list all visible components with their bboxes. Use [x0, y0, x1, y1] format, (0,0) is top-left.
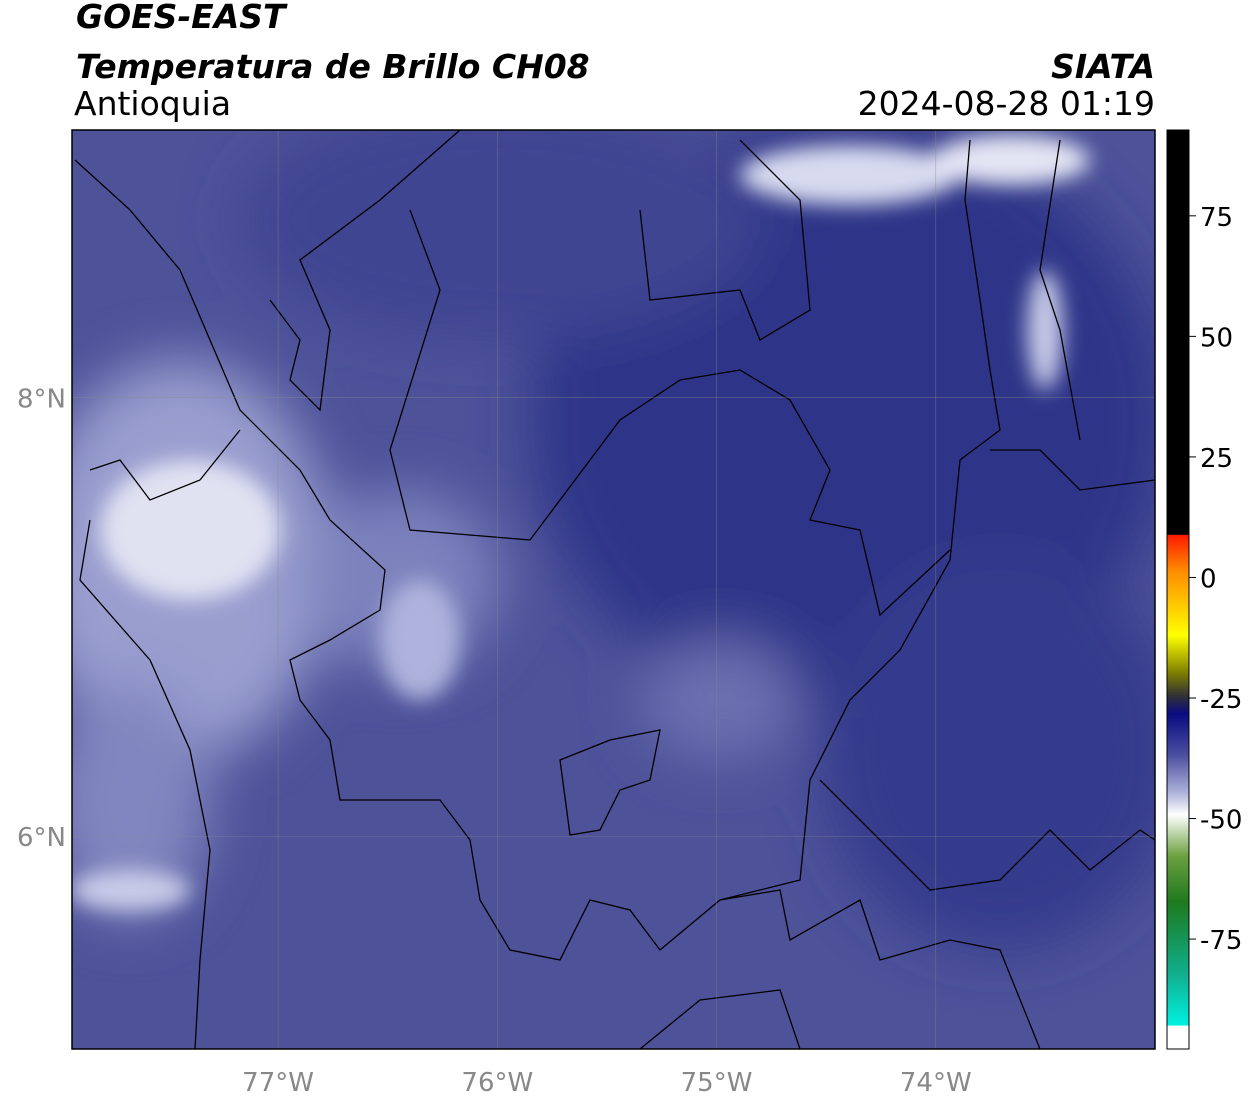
colorbar-label: 0: [1200, 564, 1217, 594]
colorbar: [1166, 129, 1190, 1050]
lon-label: 75°W: [681, 1068, 753, 1098]
lat-label: 8°N: [17, 385, 66, 415]
colorbar-label: 50: [1200, 323, 1233, 353]
lon-label: 77°W: [242, 1068, 314, 1098]
lat-label: 6°N: [17, 823, 66, 853]
subtitle: Temperatura de Brillo CH08: [76, 47, 590, 86]
colorbar-label: -50: [1200, 806, 1242, 836]
region: Antioquia: [74, 84, 231, 123]
title: GOES-EAST: [76, 0, 288, 36]
colorbar-label: -75: [1200, 926, 1242, 956]
map-frame: [71, 129, 1156, 1050]
colorbar-label: 75: [1200, 203, 1233, 233]
colorbar-label: 25: [1200, 444, 1233, 474]
lon-label: 76°W: [461, 1068, 533, 1098]
colorbar-label: -25: [1200, 685, 1242, 715]
lon-label: 74°W: [900, 1068, 972, 1098]
agency: SIATA: [1051, 47, 1155, 86]
satellite-image: [72, 130, 1155, 1049]
timestamp: 2024-08-28 01:19: [858, 84, 1155, 123]
